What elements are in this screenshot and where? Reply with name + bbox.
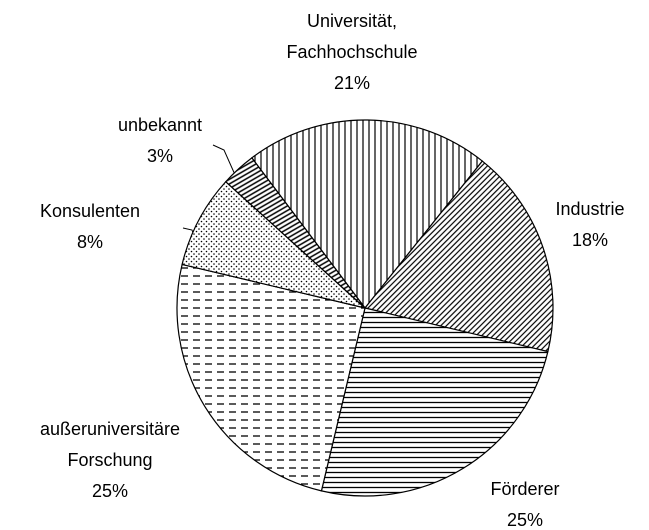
value-label: 21%	[333, 73, 371, 93]
leader-line	[212, 144, 237, 178]
value-label: 3%	[146, 146, 174, 166]
category-name: Universität, Fachhochschule	[286, 11, 418, 62]
pie-slice	[320, 307, 549, 497]
slice-label: Konsulenten 8%	[40, 196, 140, 258]
slice-label: Förderer 25%	[490, 474, 559, 530]
pie-slice	[224, 157, 366, 309]
category-name: Konsulenten	[39, 201, 141, 221]
pie-slice	[363, 160, 554, 353]
slice-label: Universität, Fachhochschule 21%	[267, 6, 437, 99]
category-name: Förderer	[490, 479, 560, 499]
category-name: außeruniversitäre Forschung	[39, 419, 181, 470]
slice-label: Industrie 18%	[555, 194, 624, 256]
slice-label: unbekannt 3%	[118, 110, 202, 172]
value-label: 18%	[571, 230, 609, 250]
value-label: 25%	[91, 481, 129, 501]
category-name: unbekannt	[117, 115, 203, 135]
pie-slice	[176, 263, 366, 492]
pie-slice	[181, 180, 366, 309]
slice-label: außeruniversitäre Forschung 25%	[20, 414, 200, 507]
value-label: 25%	[506, 510, 544, 530]
pie-slice	[251, 119, 484, 309]
category-name: Industrie	[555, 199, 625, 219]
value-label: 8%	[76, 232, 103, 252]
